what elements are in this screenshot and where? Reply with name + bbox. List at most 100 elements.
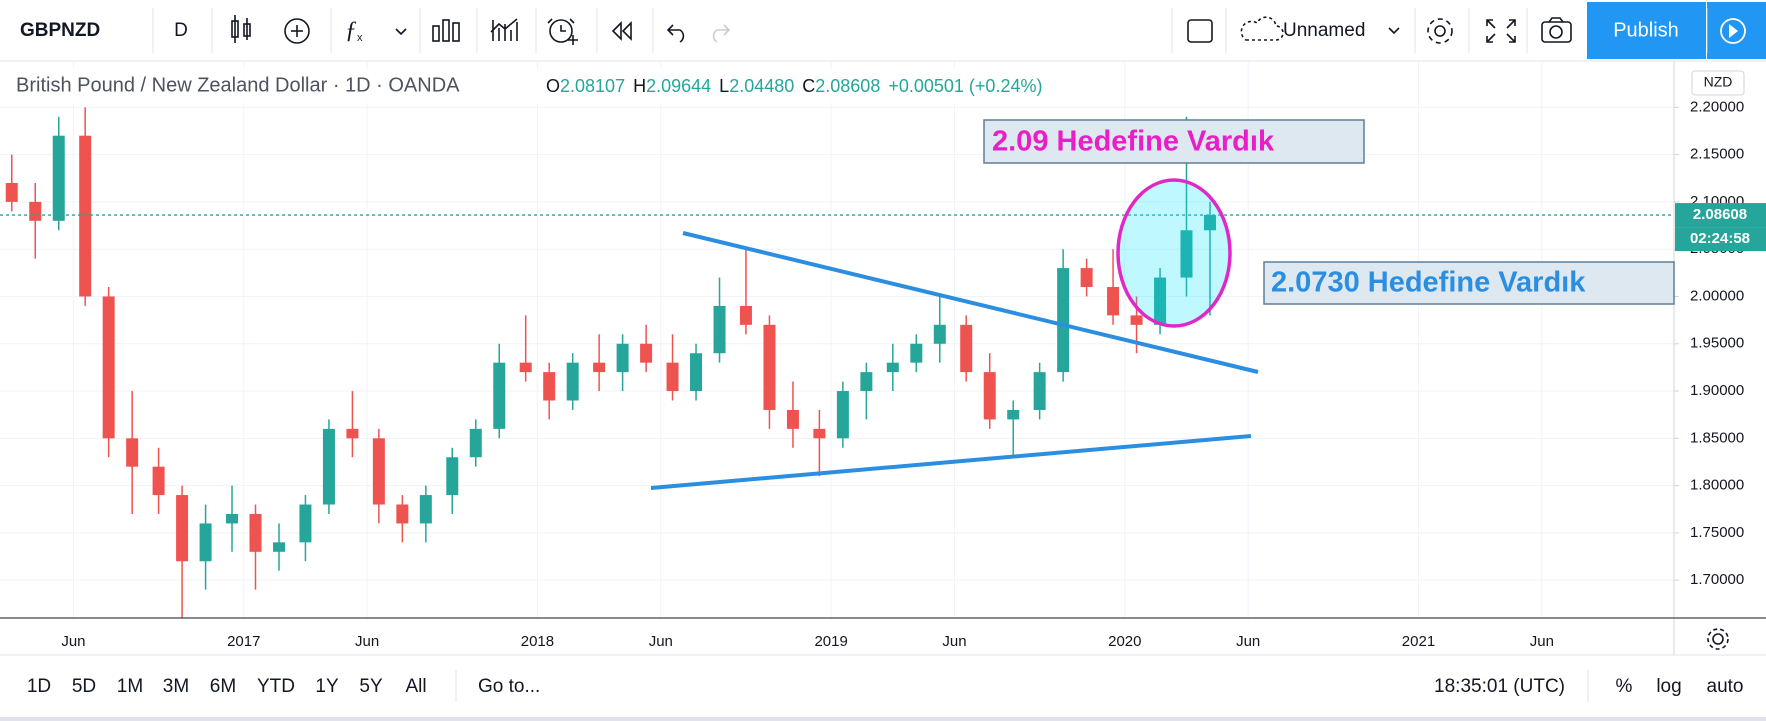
redo-icon[interactable] (712, 24, 731, 43)
candle-body (836, 391, 849, 439)
single-layout-icon[interactable] (1187, 19, 1213, 43)
indicators-icon[interactable]: ƒ (345, 18, 357, 44)
chart-type-icon[interactable] (231, 15, 251, 43)
ohlc-key: O (546, 76, 560, 96)
dropdown-icon[interactable] (395, 28, 407, 36)
x-tick-label: 2017 (227, 633, 260, 650)
y-tick-label: 1.80000 (1690, 477, 1744, 494)
y-tick-label: 1.90000 (1690, 382, 1744, 399)
legend-background (0, 68, 1100, 104)
range-button[interactable]: 6M (210, 676, 236, 697)
layout-name[interactable]: Unnamed (1283, 20, 1365, 41)
x-tick-label: Jun (1236, 633, 1260, 650)
undo-icon[interactable] (666, 24, 685, 43)
range-button[interactable]: 1M (117, 676, 143, 697)
candle-body (1057, 268, 1070, 373)
candle-body (1080, 268, 1093, 288)
candle-body (566, 362, 579, 401)
compare-icon[interactable] (284, 18, 310, 44)
x-tick-label: 2018 (521, 633, 554, 650)
alert-icon[interactable] (547, 18, 578, 45)
candle-body (983, 372, 996, 420)
settings-icon[interactable] (1427, 18, 1453, 44)
fullscreen-icon[interactable] (1486, 19, 1516, 43)
candle-body (713, 305, 726, 354)
y-tick-label: 1.95000 (1690, 335, 1744, 352)
annotation-box (983, 119, 1365, 164)
candle-body (886, 362, 899, 373)
candle-body (640, 343, 653, 363)
candle-body (543, 372, 556, 401)
x-tick-label: 2020 (1108, 633, 1141, 650)
dropdown-icon[interactable] (1388, 27, 1400, 35)
range-button[interactable]: YTD (257, 676, 295, 697)
candle-body (1033, 372, 1046, 410)
candle-body (860, 372, 873, 392)
candle-body (79, 135, 92, 297)
annotation-text: 2.09 Hedefine Vardık (992, 126, 1275, 158)
play-icon (1720, 18, 1746, 44)
lower-trendline (650, 434, 1252, 490)
replay-icon[interactable] (611, 21, 632, 41)
range-button[interactable]: 1Y (315, 676, 339, 697)
axis-settings-icon[interactable] (1707, 628, 1729, 650)
candle-body (666, 362, 679, 392)
ohlc-value: 2.04480 (729, 76, 794, 96)
templates-icon[interactable] (490, 18, 518, 41)
ohlc-key: L (719, 76, 729, 96)
candle-body (5, 182, 18, 202)
candle-body (322, 428, 335, 505)
range-button[interactable]: 3M (163, 676, 189, 697)
candle-body (1007, 409, 1020, 420)
candle-body (786, 409, 799, 429)
candle-body (372, 438, 385, 505)
indicators-icon: x (357, 32, 363, 44)
currency-tag[interactable] (1691, 70, 1745, 96)
scale-option[interactable]: % (1616, 676, 1633, 697)
candle-body (1203, 215, 1216, 231)
publish-button[interactable] (1587, 2, 1706, 59)
ohlc-value: 2.09644 (646, 76, 711, 96)
candle-body (933, 324, 946, 344)
currency-label[interactable]: NZD (1704, 74, 1733, 90)
symbol[interactable]: GBPNZD (20, 20, 100, 41)
clock[interactable]: 18:35:01 (UTC) (1434, 676, 1565, 697)
range-button[interactable]: 1D (27, 676, 51, 697)
candle-body (1180, 230, 1193, 278)
x-tick-label: Jun (355, 633, 379, 650)
range-button[interactable]: 5D (72, 676, 96, 697)
candle-body (176, 495, 189, 562)
x-tick-label: Jun (649, 633, 673, 650)
annotation-text: 2.0730 Hedefine Vardık (1271, 267, 1586, 299)
candle-body (493, 362, 506, 429)
snapshot-icon[interactable] (1541, 17, 1572, 43)
range-button[interactable]: All (405, 676, 426, 697)
goto[interactable]: Go to... (478, 676, 540, 697)
x-tick-label: Jun (61, 633, 85, 650)
y-tick-label: 2.00000 (1690, 287, 1744, 304)
x-tick-label: Jun (1530, 633, 1554, 650)
countdown-label: 02:24:58 (1690, 230, 1750, 247)
candle-body (346, 428, 359, 439)
candle-body (960, 324, 973, 373)
ohlc-value: 2.08608 (815, 76, 880, 96)
scale-option[interactable]: log (1656, 676, 1681, 697)
publish-label[interactable]: Publish (1613, 19, 1679, 41)
financials-icon[interactable] (432, 19, 460, 42)
interval[interactable]: D (174, 20, 188, 41)
candle-body (152, 466, 165, 496)
candle-body (102, 296, 115, 439)
ohlc-value: 2.08107 (560, 76, 625, 96)
ohlc-values: O2.08107 H2.09644 L2.04480 C2.08608 +0.00501… (546, 76, 1042, 96)
y-tick-label: 2.20000 (1690, 98, 1744, 115)
candle-body (763, 324, 776, 410)
candle-body (273, 542, 285, 552)
last-price-label: 2.08608 (1693, 206, 1747, 223)
scale-option[interactable]: auto (1707, 676, 1744, 697)
range-button[interactable]: 5Y (359, 676, 383, 697)
candle-body (249, 513, 262, 552)
legend-values: O2.08107 H2.09644 L2.04480 C2.08608 +0.00501… (546, 76, 1042, 96)
candle-body (616, 343, 629, 373)
top-toolbar (0, 0, 1766, 61)
